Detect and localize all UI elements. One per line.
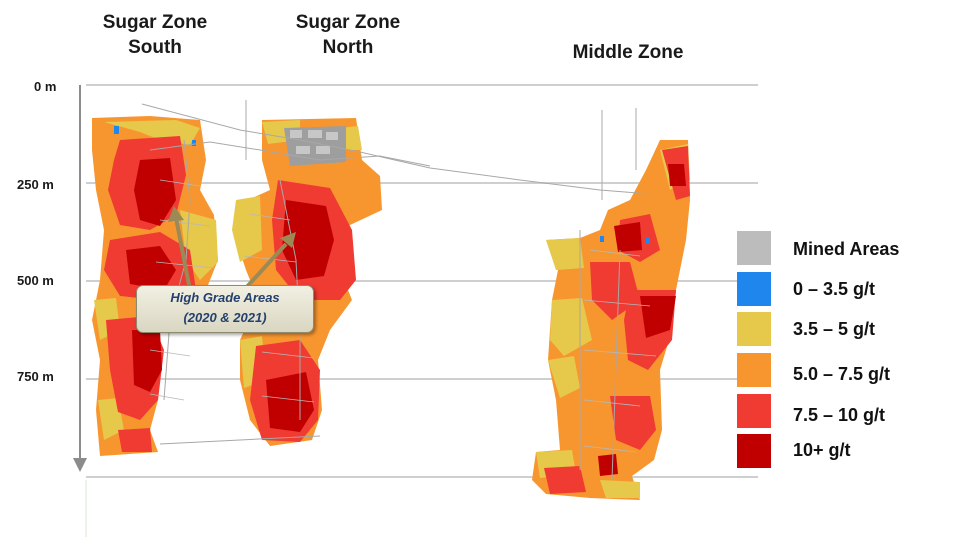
legend-label-7-5-10: 7.5 – 10 g/t (793, 405, 886, 425)
high-grade-callout: High Grade Areas (2020 & 2021) (136, 285, 314, 333)
orebody-middle-zone (532, 140, 690, 500)
legend-swatch-7-5-10 (737, 394, 771, 428)
legend-label-10-plus: 10+ g/t (793, 440, 851, 460)
legend-label-5-7-5: 5.0 – 7.5 g/t (793, 364, 891, 384)
legend-label-3-5-5: 3.5 – 5 g/t (793, 319, 876, 339)
zone-title-middle-zone: Middle Zone (572, 42, 684, 63)
legend-swatch-0-3-5 (737, 272, 771, 306)
zone-title-sugar-zone-south: Sugar Zone South (102, 12, 208, 58)
depth-axis-arrow (73, 85, 87, 537)
callout-line-2: (2020 & 2021) (183, 310, 267, 325)
zone-title-sugar-zone-north: Sugar Zone North (295, 12, 401, 58)
callout-line-1: High Grade Areas (170, 290, 280, 305)
depth-label-750m: 750 m (17, 369, 54, 384)
callout-arrows (168, 206, 296, 292)
legend-swatch-3-5-5 (737, 312, 771, 346)
legend-swatch-5-7-5 (737, 353, 771, 387)
legend-swatch-mined (737, 231, 771, 265)
orebody-sugar-zone-north (232, 118, 382, 446)
legend-label-0-3-5: 0 – 3.5 g/t (793, 279, 876, 299)
orebody-sugar-zone-south (92, 116, 218, 456)
legend-label-mined: Mined Areas (793, 239, 900, 259)
depth-label-500m: 500 m (17, 273, 54, 288)
depth-label-250m: 250 m (17, 177, 54, 192)
legend-swatch-10-plus (737, 434, 771, 468)
depth-label-0m: 0 m (34, 79, 57, 94)
